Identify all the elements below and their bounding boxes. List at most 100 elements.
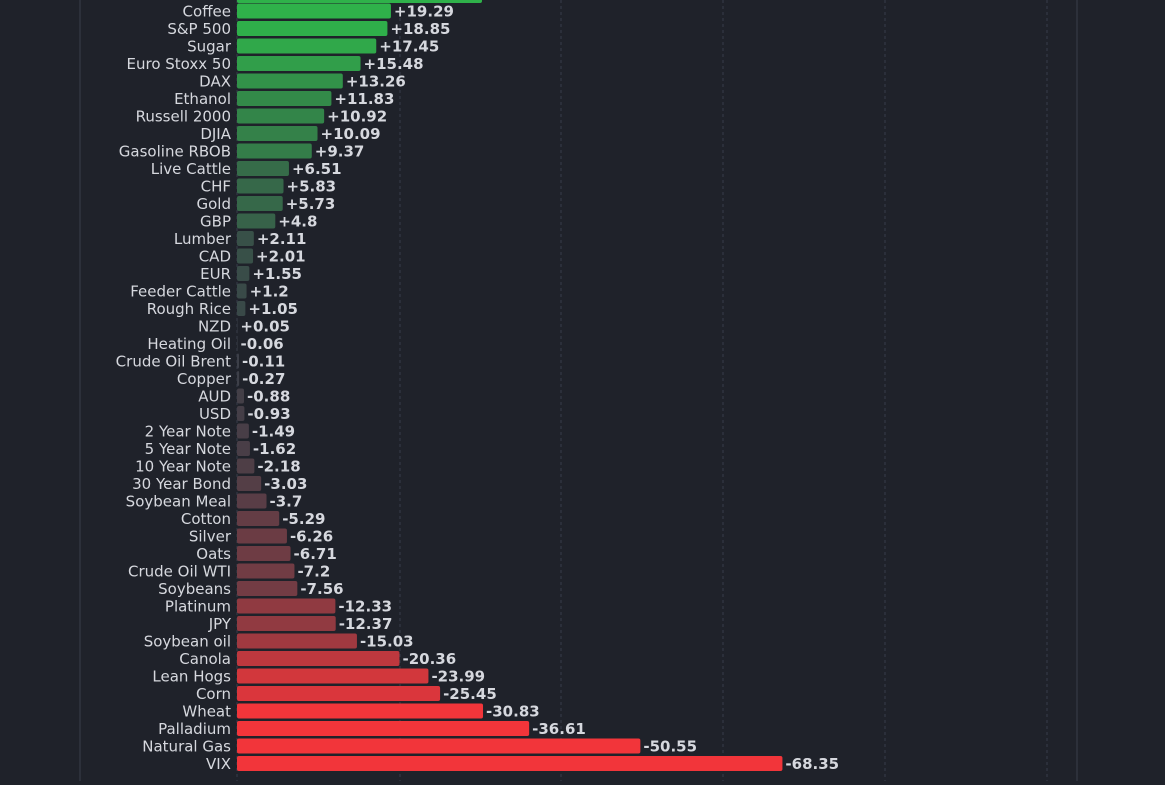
value-label: -0.27 (242, 370, 285, 388)
bar[interactable] (237, 74, 343, 89)
value-label: -7.56 (300, 580, 343, 598)
bar[interactable] (237, 599, 335, 614)
category-label: Soybeans (158, 580, 231, 598)
value-label: +10.92 (327, 108, 387, 126)
value-label: -0.11 (242, 353, 285, 371)
bar[interactable] (237, 91, 331, 106)
value-label: -12.33 (338, 598, 392, 616)
bar[interactable] (237, 179, 284, 194)
bar[interactable] (237, 739, 640, 754)
bar[interactable] (237, 354, 239, 369)
bar[interactable] (237, 459, 254, 474)
category-label: Soybean oil (144, 633, 231, 651)
category-label: Russell 2000 (136, 108, 231, 126)
bar[interactable] (237, 511, 279, 526)
bar[interactable] (237, 616, 336, 631)
value-label: +0.05 (240, 318, 290, 336)
bar[interactable] (237, 476, 261, 491)
category-label: 2 Year Note (145, 423, 231, 441)
bar[interactable] (237, 634, 357, 649)
category-label: Gold (197, 195, 232, 213)
bar[interactable] (237, 686, 440, 701)
category-label: Silver (189, 528, 232, 546)
bar[interactable] (237, 581, 297, 596)
bar[interactable] (237, 266, 249, 281)
value-label: +5.83 (287, 178, 337, 196)
category-label: Corn (196, 685, 231, 703)
bar[interactable] (237, 301, 245, 316)
bar[interactable] (237, 669, 428, 684)
bar[interactable] (237, 4, 391, 19)
bar[interactable] (237, 371, 239, 386)
value-label: -0.88 (247, 388, 290, 406)
category-label: Crude Oil Brent (116, 353, 231, 371)
bar[interactable] (237, 494, 267, 509)
category-label: Coffee (183, 3, 231, 21)
value-label: -3.03 (264, 475, 307, 493)
value-label: -20.36 (402, 650, 456, 668)
bar[interactable] (237, 529, 287, 544)
bar[interactable] (237, 389, 244, 404)
category-label: Platinum (165, 598, 231, 616)
bar[interactable] (237, 214, 275, 229)
value-label: -23.99 (431, 668, 485, 686)
bar[interactable] (237, 424, 249, 439)
bar[interactable] (237, 249, 253, 264)
value-label: +11.83 (334, 90, 394, 108)
category-label: 30 Year Bond (132, 475, 231, 493)
bar[interactable] (237, 126, 318, 141)
bar[interactable] (237, 441, 250, 456)
bar[interactable] (237, 144, 312, 159)
value-label: -3.7 (270, 493, 303, 511)
value-label: -0.06 (240, 335, 283, 353)
value-label: -12.37 (339, 615, 393, 633)
category-label: Natural Gas (142, 738, 231, 756)
value-label: -6.26 (290, 528, 333, 546)
value-label: -25.45 (443, 685, 497, 703)
bar[interactable] (237, 21, 387, 36)
bar[interactable] (237, 721, 529, 736)
value-label: -1.49 (252, 423, 295, 441)
value-label: +18.85 (390, 20, 450, 38)
category-label: Ethanol (174, 90, 231, 108)
category-label: Euro Stoxx 50 (127, 55, 232, 73)
bar[interactable] (237, 196, 283, 211)
value-label: +6.51 (292, 160, 342, 178)
bar[interactable] (237, 39, 376, 54)
bar[interactable] (237, 546, 291, 561)
category-label: DJIA (200, 125, 231, 143)
category-label: CAD (199, 248, 231, 266)
bar[interactable] (237, 756, 782, 771)
bar[interactable] (237, 109, 324, 124)
category-label: Oats (196, 545, 231, 563)
value-label: +5.73 (286, 195, 336, 213)
value-label: -50.55 (643, 738, 697, 756)
category-label: NZD (198, 318, 231, 336)
bar[interactable] (237, 56, 361, 71)
value-label: -68.35 (785, 755, 839, 773)
bar[interactable] (237, 704, 483, 719)
value-label: -7.2 (297, 563, 330, 581)
category-label: Crude Oil WTI (128, 563, 231, 581)
bar[interactable] (237, 406, 244, 421)
bar[interactable] (237, 231, 254, 246)
value-label: +13.26 (346, 73, 406, 91)
value-label: +4.8 (278, 213, 317, 231)
bar[interactable] (237, 564, 294, 579)
value-label: +15.48 (364, 55, 424, 73)
category-label: Live Cattle (151, 160, 231, 178)
value-label: -0.93 (247, 405, 290, 423)
value-label: +19.29 (394, 3, 454, 21)
value-label: +1.05 (248, 300, 298, 318)
labels-layer: Coffee+19.29S&P 500+18.85Sugar+17.45Euro… (116, 3, 839, 774)
bars-layer (237, 0, 782, 771)
category-label: Copper (177, 370, 232, 388)
bar[interactable] (237, 651, 399, 666)
bar[interactable] (237, 161, 289, 176)
value-label: +2.01 (256, 248, 306, 266)
category-label: Gasoline RBOB (119, 143, 231, 161)
category-label: Sugar (187, 38, 232, 56)
value-label: -36.61 (532, 720, 586, 738)
bar[interactable] (237, 284, 247, 299)
